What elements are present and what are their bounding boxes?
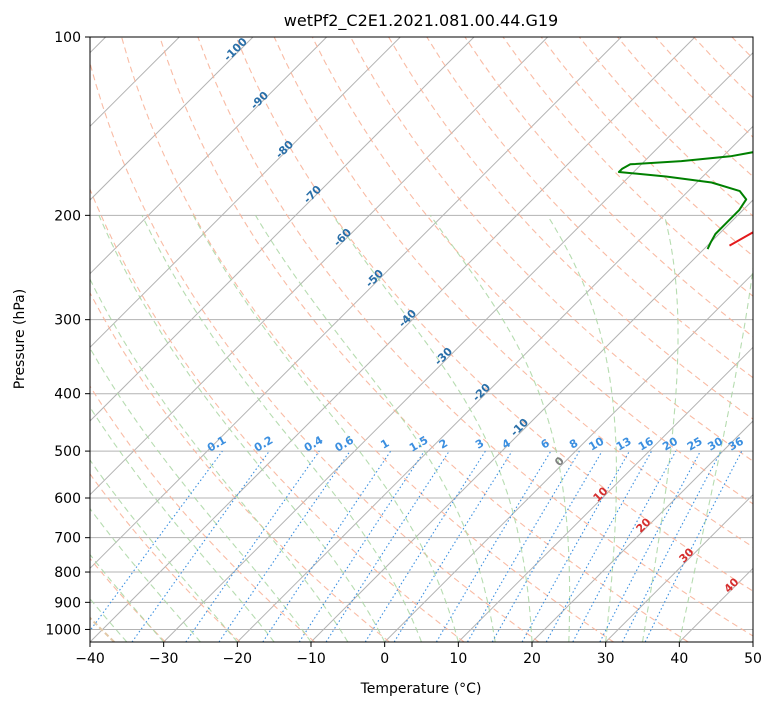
dry-adiabat-line <box>350 37 753 462</box>
dewpoint-profile <box>617 151 753 250</box>
mixing-ratio-line <box>262 450 392 642</box>
y-tick-label: 800 <box>54 565 81 581</box>
dry-adiabat-line <box>90 385 316 642</box>
x-tick-label: −40 <box>75 651 105 667</box>
y-tick-label: 200 <box>54 208 81 224</box>
axis-layer: −40 −30 −20 −10 0 10 20 30 40 50 100 200 300 400 500 60… <box>45 30 762 667</box>
x-tick-label: 40 <box>670 651 688 667</box>
dry-adiabat-line <box>273 37 753 548</box>
mixing-ratio-line <box>572 450 677 642</box>
isotherm-line <box>90 37 328 275</box>
y-tick-label: 600 <box>54 491 81 507</box>
dry-adiabat-line <box>426 37 753 379</box>
moist-adiabat-line <box>90 406 275 642</box>
x-tick-label: 50 <box>744 651 762 667</box>
isotherm-line <box>90 37 401 349</box>
moist-adiabat-line <box>678 264 753 642</box>
y-tick-label: 1000 <box>45 622 81 638</box>
x-axis-title: Temperature (°C) <box>360 681 482 697</box>
mixing-ratio-line <box>90 450 223 632</box>
y-tick-label: 700 <box>54 531 81 547</box>
moist-adiabat-line <box>98 215 386 642</box>
y-tick-label: 900 <box>54 595 81 611</box>
isotherm-line <box>90 37 254 201</box>
x-tick-label: 30 <box>597 651 615 667</box>
y-axis-title: Pressure (hPa) <box>12 289 28 389</box>
dry-adiabat-line <box>502 37 753 297</box>
mixing-ratio-line <box>298 450 425 642</box>
dry-adiabat-line <box>311 37 753 505</box>
dry-adiabat-line <box>388 37 753 420</box>
mixing-ratio-line <box>644 450 743 642</box>
y-tick-label: 400 <box>54 387 81 403</box>
isotherm-line <box>531 420 753 642</box>
series-layer <box>617 151 753 250</box>
dry-adiabat-line <box>90 473 241 642</box>
y-tick-label: 500 <box>54 444 81 460</box>
mixing-ratio-line <box>218 450 351 642</box>
dry-adiabat-line <box>90 187 465 642</box>
isotherm-line <box>752 641 753 642</box>
mixing-ratio-line <box>393 450 513 642</box>
dry-adiabat-line <box>121 37 614 642</box>
moist-adiabat-line <box>641 215 679 642</box>
plot-background <box>90 37 753 642</box>
isotherm-line <box>457 346 753 642</box>
mixing-ratio-line <box>185 450 320 642</box>
grid-layer <box>90 37 775 642</box>
dry-adiabat-line <box>159 37 689 642</box>
isotherm-line <box>310 199 753 642</box>
x-tick-label: 10 <box>449 651 467 667</box>
moist-adiabat-line <box>546 215 618 642</box>
mixing-ratio-line <box>325 450 450 642</box>
moist-adiabat-line <box>141 215 423 642</box>
dry-adiabat-line <box>235 37 753 592</box>
dry-adiabat-line <box>770 37 775 642</box>
isotherm-line <box>90 37 475 422</box>
moist-adiabat-line <box>429 214 571 642</box>
isotherm-line <box>90 37 549 496</box>
x-tick-label: 20 <box>523 651 541 667</box>
isotherm-line <box>90 37 622 570</box>
mixing-ratio-line <box>521 450 630 642</box>
mixing-ratio-line <box>545 450 653 642</box>
x-tick-label: −30 <box>149 651 179 667</box>
x-tick-label: −20 <box>223 651 253 667</box>
isotherm-line <box>236 125 753 642</box>
isotherm-line <box>384 272 753 642</box>
dry-adiabat-line <box>197 37 753 637</box>
chart-title: wetPf2_C2E1.2021.081.00.44.G19 <box>284 11 558 31</box>
moist-adiabat-line <box>90 459 238 642</box>
x-tick-label: −10 <box>296 651 326 667</box>
y-tick-label: 100 <box>54 30 81 46</box>
dry-adiabat-line <box>464 37 753 338</box>
moist-adiabat-line <box>332 214 533 642</box>
dry-adiabat-line <box>90 291 390 642</box>
y-tick-label: 300 <box>54 313 81 329</box>
mixing-ratio-line <box>131 450 270 642</box>
isotherm-line <box>605 493 753 642</box>
dry-adiabat-line <box>90 61 540 642</box>
moist-adiabat-line <box>192 215 459 642</box>
isotherm-line <box>163 51 753 642</box>
x-tick-label: 0 <box>380 651 389 667</box>
moist-adiabat-line <box>90 347 312 642</box>
plot-frame <box>89 36 754 643</box>
